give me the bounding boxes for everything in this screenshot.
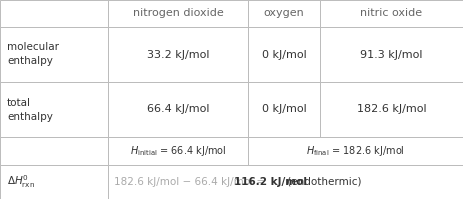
Text: 91.3 kJ/mol: 91.3 kJ/mol — [360, 50, 423, 60]
Text: nitric oxide: nitric oxide — [360, 9, 423, 19]
Bar — [108, 165, 463, 199]
Bar — [108, 82, 248, 137]
Bar — [248, 82, 320, 137]
Bar — [0, 27, 108, 82]
Bar — [0, 0, 108, 27]
Text: 182.6 kJ/mol − 66.4 kJ/mol =: 182.6 kJ/mol − 66.4 kJ/mol = — [114, 177, 269, 187]
Bar — [108, 0, 248, 27]
Bar — [248, 0, 320, 27]
Bar — [320, 0, 463, 27]
Bar — [108, 27, 248, 82]
Bar — [108, 137, 248, 165]
Bar — [0, 165, 108, 199]
Text: (endothermic): (endothermic) — [284, 177, 362, 187]
Text: 116.2 kJ/mol: 116.2 kJ/mol — [234, 177, 307, 187]
Text: $H_{\rm final}$ = 182.6 kJ/mol: $H_{\rm final}$ = 182.6 kJ/mol — [306, 144, 405, 158]
Text: $H_{\rm initial}$ = 66.4 kJ/mol: $H_{\rm initial}$ = 66.4 kJ/mol — [130, 144, 226, 158]
Text: molecular
enthalpy: molecular enthalpy — [7, 43, 59, 66]
Bar — [320, 27, 463, 82]
Bar — [248, 137, 463, 165]
Bar — [0, 82, 108, 137]
Bar — [248, 27, 320, 82]
Text: 66.4 kJ/mol: 66.4 kJ/mol — [147, 104, 209, 114]
Text: $\Delta H^0_{\rm rxn}$: $\Delta H^0_{\rm rxn}$ — [7, 174, 35, 190]
Text: 33.2 kJ/mol: 33.2 kJ/mol — [147, 50, 209, 60]
Bar — [0, 137, 108, 165]
Text: 0 kJ/mol: 0 kJ/mol — [262, 104, 307, 114]
Text: total
enthalpy: total enthalpy — [7, 98, 53, 122]
Text: 0 kJ/mol: 0 kJ/mol — [262, 50, 307, 60]
Bar — [320, 82, 463, 137]
Text: 182.6 kJ/mol: 182.6 kJ/mol — [357, 104, 426, 114]
Text: oxygen: oxygen — [263, 9, 304, 19]
Text: nitrogen dioxide: nitrogen dioxide — [132, 9, 223, 19]
